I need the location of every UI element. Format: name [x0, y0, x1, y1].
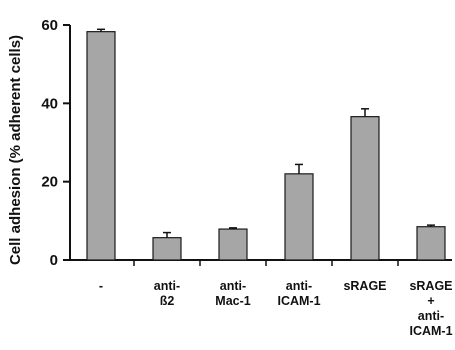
chart-axes — [63, 24, 452, 266]
bar — [350, 116, 380, 261]
x-category-labels: - anti-ß2 anti-Mac-1 anti-ICAM-1 sRAGE sRAGE +… — [99, 279, 453, 338]
y-tick-label: 20 — [41, 174, 58, 191]
x-category-label: - — [99, 279, 103, 293]
y-axis-title: Cell adhesion (% adherent cells) — [7, 35, 24, 265]
bar — [284, 173, 314, 261]
bar — [86, 31, 116, 261]
chart-error-bars — [97, 28, 435, 238]
x-category-label: anti-ICAM-1 — [277, 279, 320, 308]
x-category-label: sRAGE + anti-ICAM-1 — [409, 279, 452, 338]
bar — [416, 226, 446, 261]
bar — [218, 228, 248, 261]
y-tick-label: 0 — [50, 252, 58, 269]
y-tick-label: 60 — [41, 17, 58, 34]
y-tick-labels: 0 20 40 60 — [41, 17, 58, 269]
x-category-label: anti-ß2 — [154, 279, 180, 308]
y-tick-label: 40 — [41, 95, 58, 112]
bar — [152, 237, 182, 261]
x-category-label: anti-Mac-1 — [215, 279, 250, 308]
x-category-label: sRAGE — [343, 279, 386, 293]
chart-bars — [86, 31, 446, 261]
